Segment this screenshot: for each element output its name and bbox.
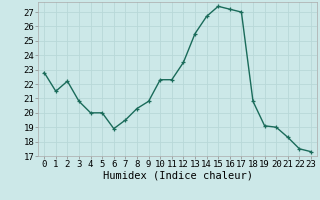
X-axis label: Humidex (Indice chaleur): Humidex (Indice chaleur) [103, 171, 252, 181]
